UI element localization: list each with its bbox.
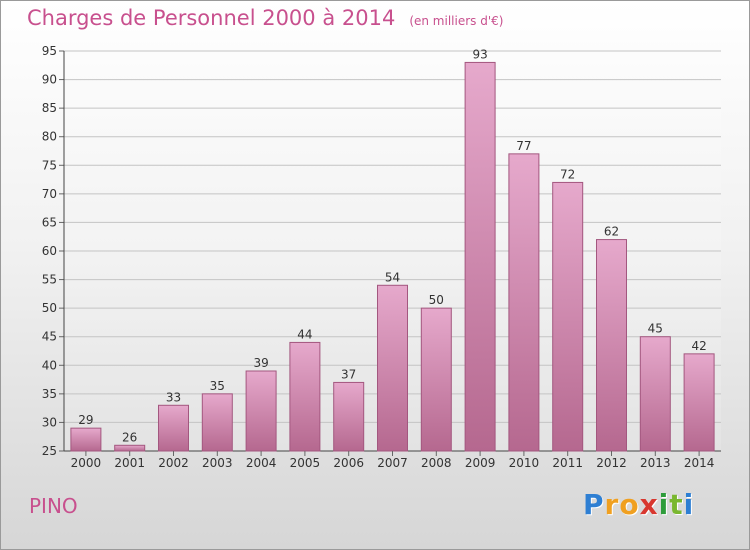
y-tick-label: 50	[42, 301, 57, 315]
data-label: 42	[691, 339, 706, 353]
bar	[333, 381, 365, 452]
x-tick-label: 2003	[202, 456, 233, 470]
x-tick-label: 2004	[246, 456, 277, 470]
bar	[158, 404, 189, 452]
data-label: 62	[604, 225, 619, 239]
x-tick-label: 2013	[640, 456, 671, 470]
bar	[464, 61, 496, 452]
x-tick-label: 2001	[114, 456, 145, 470]
x-tick-label: 2005	[290, 456, 321, 470]
logo-letter: r	[604, 488, 620, 521]
chart-subtitle: (en milliers d'€)	[409, 14, 504, 28]
y-tick-label: 35	[42, 387, 57, 401]
x-tick-label: 2012	[596, 456, 627, 470]
logo-letter: x	[639, 488, 659, 521]
data-label: 26	[122, 430, 137, 444]
title-row: Charges de Personnel 2000 à 2014 (en mill…	[27, 6, 503, 30]
x-tick-label: 2014	[684, 456, 715, 470]
y-tick-label: 60	[42, 244, 57, 258]
data-label: 72	[560, 167, 575, 181]
data-label: 33	[166, 390, 181, 404]
bar	[596, 239, 627, 452]
x-tick-label: 2010	[509, 456, 540, 470]
data-label: 54	[385, 270, 400, 284]
bar	[245, 370, 277, 452]
logo-letter: P	[583, 488, 605, 521]
bar	[114, 444, 146, 452]
data-label: 39	[253, 356, 268, 370]
y-tick-label: 40	[42, 358, 57, 372]
y-tick-label: 85	[42, 101, 57, 115]
logo-letter: t	[669, 488, 684, 521]
y-tick-label: 45	[42, 330, 57, 344]
data-label: 44	[297, 327, 312, 341]
bar	[70, 427, 102, 452]
bar	[201, 393, 233, 452]
commune-name: PINO	[29, 494, 78, 518]
bar	[377, 284, 408, 452]
x-tick-label: 2000	[71, 456, 102, 470]
data-label: 35	[210, 379, 225, 393]
x-tick-label: 2009	[465, 456, 496, 470]
y-tick-label: 70	[42, 187, 57, 201]
logo-letter: o	[619, 488, 640, 521]
bar	[289, 341, 321, 452]
bar	[552, 181, 584, 452]
bar	[639, 336, 671, 452]
chart-title: Charges de Personnel 2000 à 2014	[27, 6, 396, 30]
y-tick-label: 75	[42, 158, 57, 172]
data-label: 93	[472, 47, 487, 61]
y-tick-label: 25	[42, 444, 57, 458]
data-label: 29	[78, 413, 93, 427]
data-label: 37	[341, 367, 356, 381]
y-tick-label: 65	[42, 215, 57, 229]
x-tick-label: 2007	[377, 456, 408, 470]
y-tick-label: 55	[42, 273, 57, 287]
y-tick-label: 30	[42, 415, 57, 429]
bar	[683, 353, 715, 452]
bar	[508, 153, 540, 452]
y-tick-label: 95	[42, 44, 57, 58]
y-tick-label: 90	[42, 73, 57, 87]
y-tick-label: 80	[42, 130, 57, 144]
x-tick-label: 2011	[552, 456, 583, 470]
bar	[420, 307, 452, 452]
data-label: 45	[648, 322, 663, 336]
proxiti-logo: Proxiti	[583, 488, 694, 521]
logo-letter: i	[658, 488, 670, 521]
data-label: 50	[429, 293, 444, 307]
data-label: 77	[516, 139, 531, 153]
x-tick-label: 2002	[158, 456, 189, 470]
logo-letter: i	[683, 488, 695, 521]
x-tick-label: 2006	[333, 456, 364, 470]
x-tick-label: 2008	[421, 456, 452, 470]
